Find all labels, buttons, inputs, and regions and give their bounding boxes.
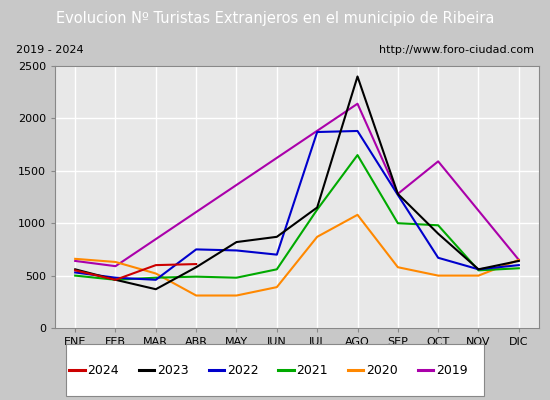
Text: 2019 - 2024: 2019 - 2024 [16,45,84,55]
FancyBboxPatch shape [66,344,484,396]
Text: Evolucion Nº Turistas Extranjeros en el municipio de Ribeira: Evolucion Nº Turistas Extranjeros en el … [56,10,494,26]
Text: http://www.foro-ciudad.com: http://www.foro-ciudad.com [379,45,534,55]
Text: 2024: 2024 [87,364,119,376]
Text: 2022: 2022 [227,364,258,376]
Text: 2019: 2019 [436,364,468,376]
Text: 2021: 2021 [296,364,328,376]
Text: 2023: 2023 [157,364,189,376]
Text: 2020: 2020 [366,364,398,376]
